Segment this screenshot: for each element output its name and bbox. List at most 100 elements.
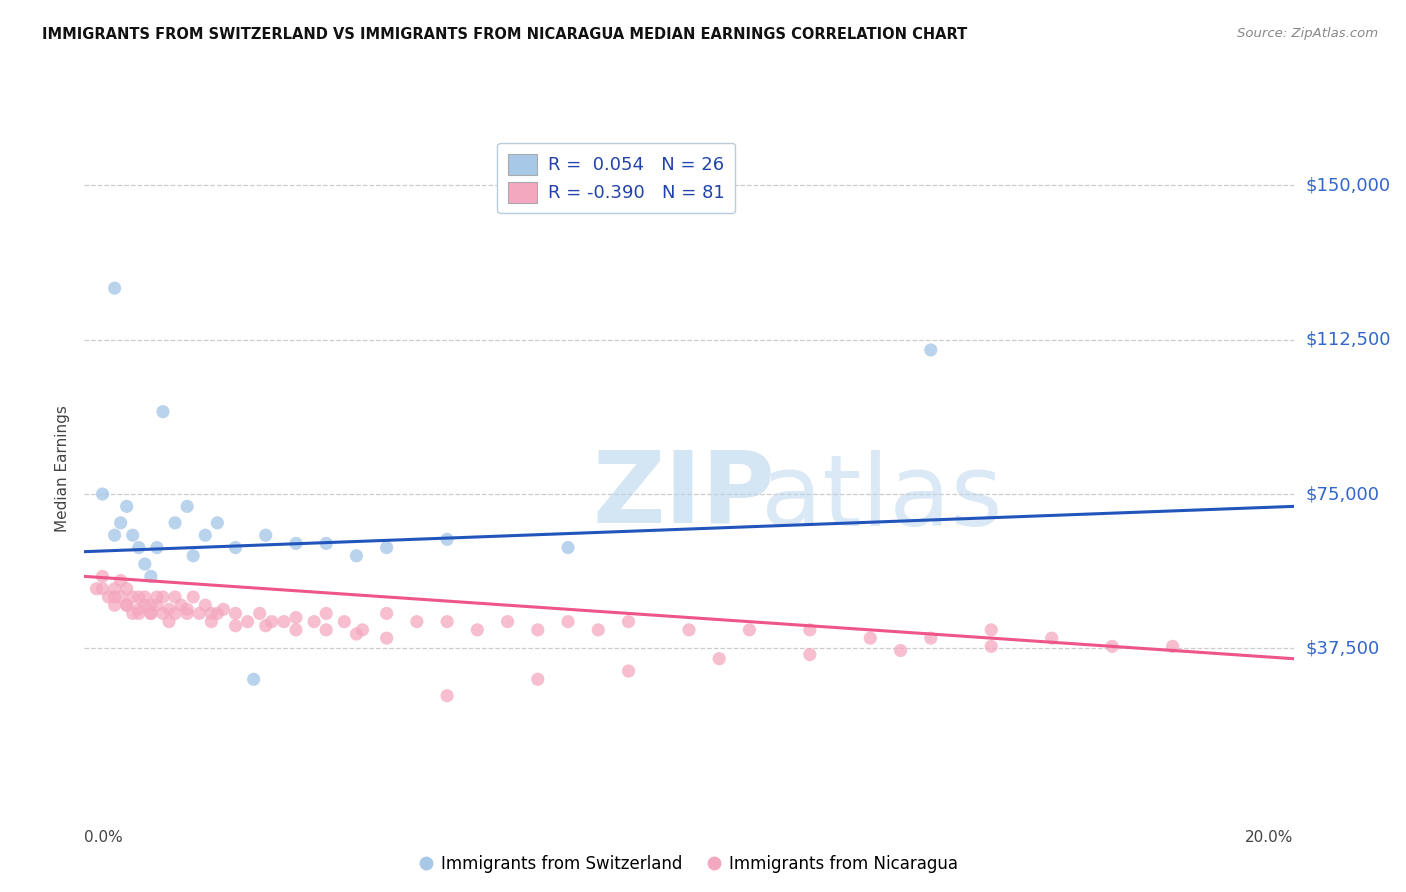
Point xyxy=(254,528,277,542)
Point xyxy=(104,528,127,542)
Point xyxy=(557,615,579,629)
Point xyxy=(526,673,548,687)
Point xyxy=(260,615,283,629)
Point xyxy=(86,582,108,596)
Point xyxy=(128,607,150,621)
Text: 20.0%: 20.0% xyxy=(1246,830,1294,845)
Point xyxy=(617,615,640,629)
Point xyxy=(139,598,162,612)
Legend: R =  0.054   N = 26, R = -0.390   N = 81: R = 0.054 N = 26, R = -0.390 N = 81 xyxy=(498,143,735,213)
Point xyxy=(557,541,579,555)
Point xyxy=(242,673,264,687)
Text: atlas: atlas xyxy=(762,450,1002,547)
Point xyxy=(146,598,169,612)
Point xyxy=(152,590,174,604)
Point xyxy=(375,541,398,555)
Point xyxy=(709,651,731,665)
Point xyxy=(799,648,821,662)
Point xyxy=(315,623,337,637)
Point xyxy=(181,549,204,563)
Text: $150,000: $150,000 xyxy=(1306,177,1391,194)
Point xyxy=(134,557,156,571)
Point xyxy=(526,623,548,637)
Point xyxy=(104,582,127,596)
Point xyxy=(91,569,114,583)
Point xyxy=(200,615,222,629)
Point xyxy=(207,516,229,530)
Point xyxy=(273,615,295,629)
Point xyxy=(617,664,640,678)
Point xyxy=(225,541,247,555)
Text: $112,500: $112,500 xyxy=(1306,331,1391,349)
Point xyxy=(284,610,308,624)
Point xyxy=(163,590,186,604)
Point xyxy=(110,516,132,530)
Point xyxy=(678,623,700,637)
Point xyxy=(134,598,156,612)
Point xyxy=(254,619,277,633)
Point xyxy=(121,607,143,621)
Point xyxy=(346,627,368,641)
Point xyxy=(436,615,458,629)
Point xyxy=(139,569,162,583)
Point xyxy=(225,619,247,633)
Point xyxy=(134,590,156,604)
Point xyxy=(91,487,114,501)
Point xyxy=(333,615,356,629)
Y-axis label: Median Earnings: Median Earnings xyxy=(55,405,70,532)
Point xyxy=(188,607,211,621)
Point xyxy=(920,343,942,357)
Point xyxy=(176,607,198,621)
Point xyxy=(496,615,519,629)
Point xyxy=(315,607,337,621)
Text: $37,500: $37,500 xyxy=(1306,640,1379,657)
Point xyxy=(284,623,308,637)
Point xyxy=(104,590,127,604)
Point xyxy=(1161,640,1184,654)
Point xyxy=(146,541,169,555)
Point xyxy=(91,582,114,596)
Point xyxy=(97,590,120,604)
Point xyxy=(738,623,761,637)
Text: $75,000: $75,000 xyxy=(1306,485,1379,503)
Point xyxy=(284,536,308,550)
Point xyxy=(375,607,398,621)
Point xyxy=(212,602,235,616)
Point xyxy=(104,598,127,612)
Point xyxy=(920,631,942,645)
Point xyxy=(194,528,217,542)
Point xyxy=(176,500,198,514)
Point xyxy=(115,598,138,612)
Point xyxy=(406,615,429,629)
Point xyxy=(980,640,1002,654)
Point xyxy=(128,541,150,555)
Point xyxy=(302,615,325,629)
Point xyxy=(236,615,259,629)
Point xyxy=(1040,631,1063,645)
Point xyxy=(249,607,271,621)
Point xyxy=(375,631,398,645)
Point xyxy=(194,598,217,612)
Point xyxy=(436,689,458,703)
Point xyxy=(170,598,193,612)
Point xyxy=(121,590,143,604)
Point xyxy=(110,574,132,588)
Point xyxy=(352,623,374,637)
Point xyxy=(115,500,138,514)
Point xyxy=(176,602,198,616)
Point xyxy=(104,281,127,295)
Point xyxy=(128,602,150,616)
Legend: Immigrants from Switzerland, Immigrants from Nicaragua: Immigrants from Switzerland, Immigrants … xyxy=(413,848,965,880)
Point xyxy=(315,536,337,550)
Point xyxy=(110,590,132,604)
Point xyxy=(128,590,150,604)
Point xyxy=(181,590,204,604)
Point xyxy=(146,590,169,604)
Text: Source: ZipAtlas.com: Source: ZipAtlas.com xyxy=(1237,27,1378,40)
Point xyxy=(588,623,610,637)
Point xyxy=(859,631,882,645)
Point xyxy=(1101,640,1123,654)
Point xyxy=(163,516,186,530)
Point xyxy=(436,533,458,547)
Point xyxy=(890,643,912,657)
